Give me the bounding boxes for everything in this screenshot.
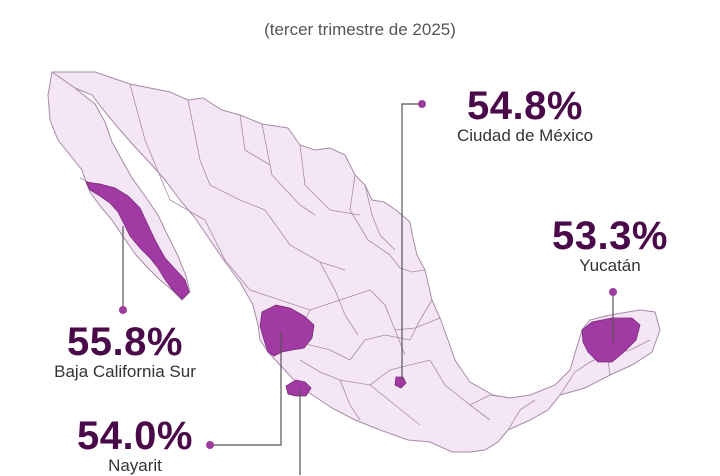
label-cdmx: Ciudad de México: [456, 126, 594, 145]
marker-yucatan: [609, 288, 617, 296]
marker-baja-california-sur: [119, 306, 127, 314]
label-baja-california-sur: Baja California Sur: [54, 362, 196, 381]
mexico-mainland: [51, 71, 661, 453]
leader-lines: [122, 103, 614, 475]
label-yucatan: Yucatán: [579, 256, 641, 275]
state-jalisco-partial: [285, 379, 312, 397]
value-baja-california-sur: 55.8%: [67, 320, 183, 364]
marker-nayarit: [206, 441, 214, 449]
value-yucatan: 53.3%: [552, 214, 668, 258]
leader-nayarit: [210, 332, 282, 446]
callout-yucatan: 53.3% Yucatán: [530, 216, 690, 276]
map-subtitle: (tercer trimestre de 2025): [264, 20, 456, 39]
value-cdmx: 54.8%: [467, 84, 583, 128]
callout-baja-california-sur: 55.8% Baja California Sur: [30, 322, 220, 382]
leader-cdmx: [401, 103, 422, 380]
state-yucatan: [581, 317, 641, 363]
marker-dots: [119, 100, 617, 449]
callout-cdmx: 54.8% Ciudad de México: [430, 86, 620, 146]
value-nayarit: 54.0%: [77, 414, 193, 458]
marker-cdmx: [418, 100, 426, 108]
state-nayarit: [259, 304, 315, 357]
callout-nayarit: 54.0% Nayarit: [55, 416, 215, 476]
state-baja-california-sur: [85, 181, 190, 300]
label-nayarit: Nayarit: [108, 456, 162, 475]
state-borders: [79, 83, 651, 431]
